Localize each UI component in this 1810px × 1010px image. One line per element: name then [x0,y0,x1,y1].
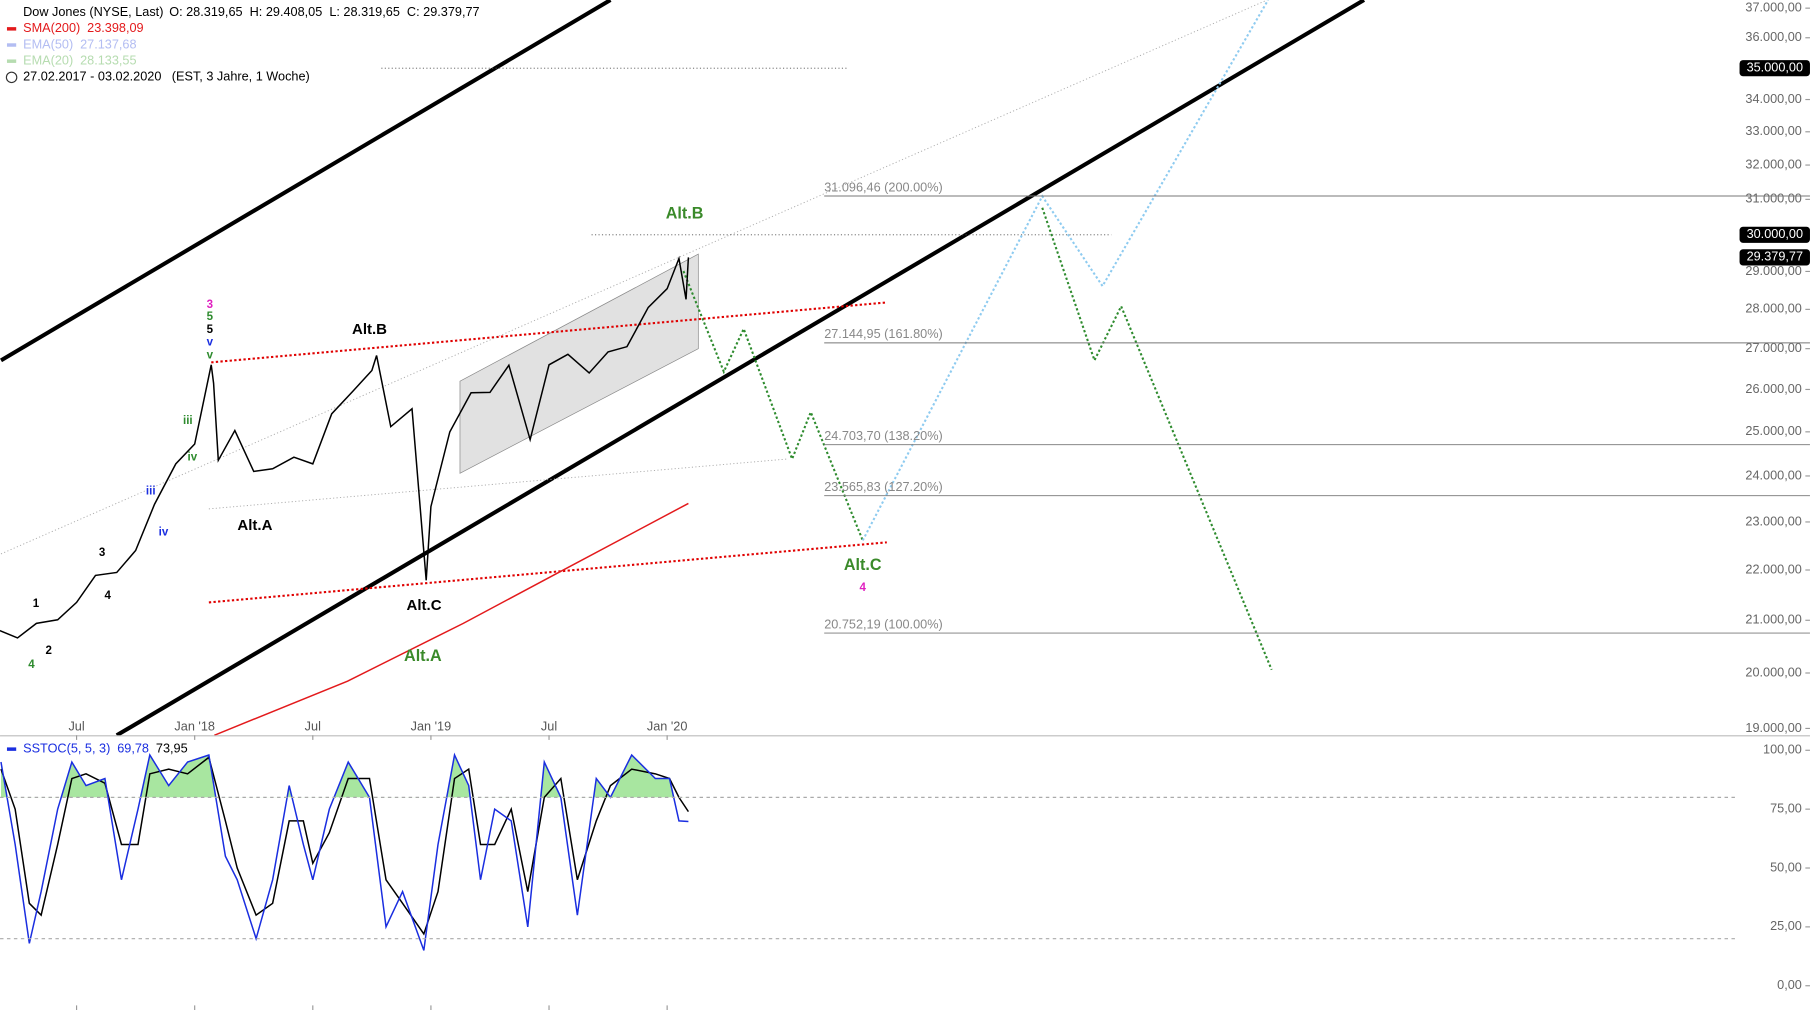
wave-label: v [207,350,214,362]
wave-label: Alt.C [844,556,882,574]
y-tick-label: 19.000,00 [1745,721,1801,735]
y-tick-label: 23.000,00 [1745,514,1801,528]
x-tick-label: Jan '19 [411,720,452,734]
legend-name: SMA(200) [23,21,80,35]
wave-label: 5 [207,324,214,336]
series-line [214,502,689,736]
clock-icon [5,71,18,84]
y-tick-label: 50,00 [1770,860,1802,874]
legend-value: 28.133,55 [80,54,136,68]
y-tick-label: 32.000,00 [1745,157,1801,171]
fib-label: 31.096,46 (200.00%) [824,180,943,194]
price-label: 29.379,77 [1747,250,1803,264]
overbought-fill [0,754,689,798]
wave-label: 3 [99,547,105,559]
legend-name: EMA(20) [23,54,73,68]
trend-line [115,0,1366,736]
wave-label: Alt.B [666,205,704,223]
y-tick-label: 33.000,00 [1745,124,1801,138]
y-tick-label: 25,00 [1770,919,1802,933]
price-label-box [1739,249,1810,266]
chart-title: Dow Jones (NYSE, Last) [23,5,163,19]
wave-label: v [207,337,214,349]
y-tick-label: 31.000,00 [1745,192,1801,206]
price-label-box [1739,60,1810,77]
wave-label: iii [183,415,193,427]
stoch-plot [0,752,690,951]
price-label-box [1739,226,1810,243]
trend-line [208,458,788,510]
price-label: 30.000,00 [1747,227,1803,241]
legend-value: 69,78 [117,741,149,755]
period: 27.02.2017 - 03.02.2020 [23,70,161,84]
y-tick-label: 24.000,00 [1745,468,1801,482]
trend-line [1041,207,1273,671]
x-tick-label: Jul [68,720,84,734]
y-tick-label: 22.000,00 [1745,562,1801,576]
wave-label: iv [188,451,198,463]
trend-line [211,301,887,364]
period-note: (EST, 3 Jahre, 1 Woche) [172,70,310,84]
series-line [0,255,690,639]
stoch-title: SSTOC(5, 5, 3) [23,741,110,755]
series-line [0,752,689,951]
y-tick-label: 28.000,00 [1745,302,1801,316]
wave-label: 3 [207,299,213,311]
fib-label: 23.565,83 (127.20%) [824,480,943,494]
wave-label: 5 [207,311,214,323]
legend-name: EMA(50) [23,37,73,51]
y-tick-label: 21.000,00 [1745,613,1801,627]
wave-label: Alt.C [407,597,442,614]
wave-label: Alt.A [237,517,272,534]
x-tick-label: Jan '18 [174,720,215,734]
y-tick-label: 37.000,00 [1745,1,1801,15]
y-tick-label: 36.000,00 [1745,30,1801,44]
wave-label: Alt.B [352,321,387,338]
main-plot [0,0,1366,736]
y-tick-label: 20.000,00 [1745,665,1801,679]
y-tick-label: 75,00 [1770,802,1802,816]
wave-label: iv [159,526,169,538]
wave-label: 4 [860,582,867,594]
legend-value: 27.137,68 [80,37,136,51]
x-tick-label: Jul [305,720,321,734]
y-tick-label: 25.000,00 [1745,424,1801,438]
trend-line [208,541,887,604]
trend-line [0,0,612,363]
wave-label: 2 [45,645,51,657]
legend-value: 73,95 [156,741,188,755]
trend-line [861,0,1269,541]
legend-value: 23.398,09 [87,21,143,35]
fib-label: 24.703,70 (138.20%) [824,429,943,443]
y-tick-label: 26.000,00 [1745,382,1801,396]
wave-label: Alt.A [404,647,442,665]
price-label: 35.000,00 [1747,61,1803,75]
ohlc: O: 28.319,65 H: 29.408,05 L: 28.319,65 C… [169,5,479,19]
wave-label: 1 [33,598,40,610]
y-tick-label: 29.000,00 [1745,264,1801,278]
wave-label: 4 [105,590,112,602]
fib-label: 20.752,19 (100.00%) [824,617,943,631]
y-tick-label: 0,00 [1777,978,1802,992]
y-tick-label: 34.000,00 [1745,92,1801,106]
y-tick-label: 100,00 [1763,743,1802,757]
x-tick-label: Jan '20 [647,720,688,734]
wave-label: iii [146,485,156,497]
y-tick-label: 27.000,00 [1745,341,1801,355]
wave-label: 4 [28,659,35,671]
x-tick-label: Jul [541,720,557,734]
fib-label: 27.144,95 (161.80%) [824,327,943,341]
